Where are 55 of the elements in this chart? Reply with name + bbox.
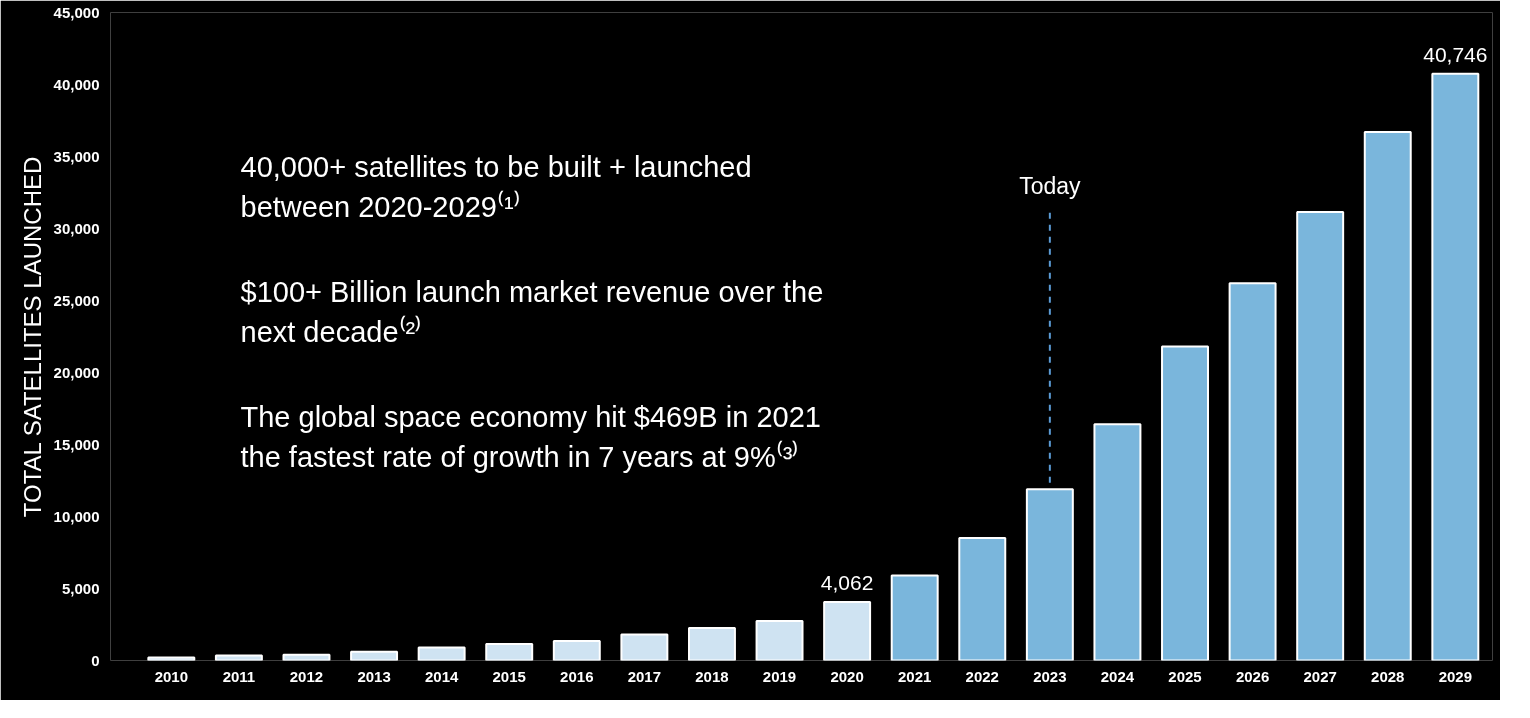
x-tick-label: 2026 <box>1235 667 1270 685</box>
y-axis-title: TOTAL SATELLITES LAUNCHED <box>18 156 46 518</box>
x-tick-label: 2015 <box>492 667 526 685</box>
bar <box>1228 282 1277 661</box>
x-tick-label: 2025 <box>1168 667 1202 685</box>
bar <box>214 654 263 661</box>
y-tick-label: 10,000 <box>53 507 100 525</box>
x-tick-label: 2021 <box>898 667 932 685</box>
x-tick-label: 2019 <box>762 667 797 685</box>
y-tick-label: 45,000 <box>53 3 100 21</box>
bar <box>958 537 1007 661</box>
data-label: 40,746 <box>1423 42 1488 66</box>
annotation: The global space economy hit $469B in 2021 the fastest rate of growth in 7 years at 9%⁽³⁾ <box>240 400 821 473</box>
x-tick-label: 2022 <box>965 667 999 685</box>
x-tick-label: 2018 <box>695 667 729 685</box>
bar <box>823 601 872 661</box>
y-tick-label: 35,000 <box>53 147 100 165</box>
y-tick-label: 25,000 <box>53 291 100 309</box>
x-tick-label: 2011 <box>222 667 256 685</box>
bar <box>890 574 939 661</box>
x-tick-label: 2020 <box>830 667 864 685</box>
x-tick-label: 2013 <box>357 667 391 685</box>
bar <box>1363 131 1412 661</box>
x-tick-label: 2012 <box>289 667 324 685</box>
bar <box>1431 72 1480 661</box>
bar <box>417 646 466 661</box>
bar <box>687 627 736 661</box>
annotation: $100+ Billion launch market revenue over the next decade⁽²⁾ <box>240 275 824 348</box>
bar <box>1161 345 1209 661</box>
y-tick-label: 0 <box>91 651 100 669</box>
x-tick-label: 2029 <box>1438 667 1473 685</box>
bar <box>350 650 399 661</box>
y-tick-label: 15,000 <box>53 435 100 453</box>
y-tick-label: 30,000 <box>53 219 100 237</box>
y-tick-label: 40,000 <box>53 75 100 93</box>
x-tick-label: 2024 <box>1100 667 1135 685</box>
bar <box>552 640 601 661</box>
y-tick-label: 20,000 <box>53 363 100 381</box>
bar <box>620 633 669 661</box>
bar <box>485 642 534 661</box>
x-tick-label: 2028 <box>1371 667 1405 685</box>
y-tick-label: 5,000 <box>61 579 100 597</box>
ref-line-label: Today <box>1019 172 1082 199</box>
bar <box>1025 488 1074 661</box>
x-tick-label: 2017 <box>627 667 662 685</box>
x-tick-label: 2014 <box>424 667 459 685</box>
data-label: 4,062 <box>820 571 874 595</box>
x-tick-label: 2010 <box>154 667 189 685</box>
bar <box>1296 210 1345 661</box>
x-tick-label: 2023 <box>1033 667 1067 685</box>
x-tick-label: 2027 <box>1303 667 1337 685</box>
x-tick-label: 2016 <box>560 667 594 685</box>
bar <box>1093 423 1142 661</box>
annotation: 40,000+ satellites to be built + launched between 2020-2029⁽¹⁾ <box>240 150 752 223</box>
bar <box>755 619 804 661</box>
